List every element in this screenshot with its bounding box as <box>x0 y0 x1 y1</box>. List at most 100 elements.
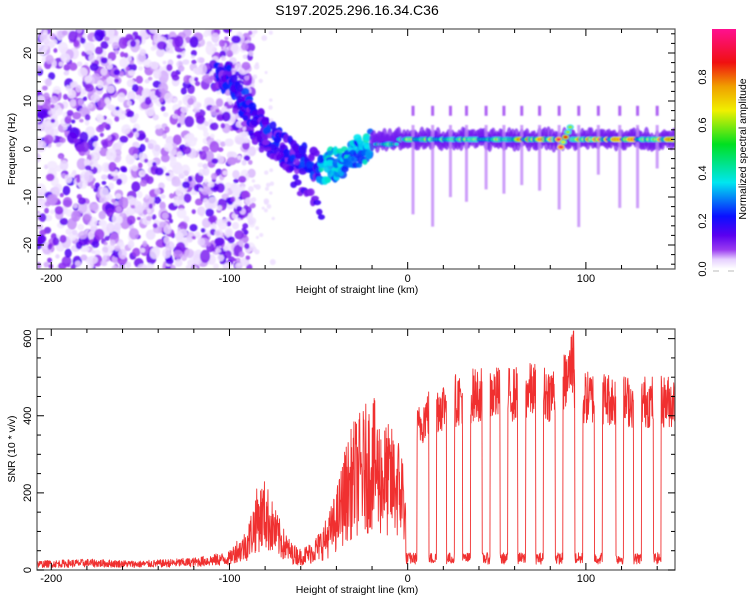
spectrogram-cell <box>244 137 248 141</box>
spectrogram-cell <box>37 224 44 230</box>
spectrogram-cell <box>160 105 166 112</box>
spectrogram-streak <box>596 125 600 175</box>
spectrogram-cell <box>184 116 195 128</box>
spectrogram-cell <box>137 263 148 269</box>
spectrogram-streak <box>577 105 581 116</box>
spectrogram-cell <box>189 223 198 232</box>
spectrogram-cell <box>84 75 93 83</box>
spectrogram-cell <box>240 42 249 51</box>
spectrogram-cell <box>162 60 167 65</box>
spectrogram-cell <box>90 249 96 254</box>
spectrogram-cell <box>222 170 228 176</box>
spectrogram-streak <box>464 105 468 116</box>
spectrogram-cell <box>95 114 105 124</box>
spectrogram-cell <box>72 202 78 209</box>
spectrogram-cell <box>177 199 183 205</box>
spectrogram-cell <box>100 57 108 64</box>
spectrogram-cell <box>117 92 126 103</box>
spectrogram-cell <box>268 30 273 35</box>
colorbar-gradient <box>712 29 736 269</box>
spectrogram-cell <box>58 42 68 53</box>
spectrogram-cell <box>231 74 238 84</box>
spectrogram-cell <box>254 249 260 255</box>
spectrogram-cell <box>255 226 260 231</box>
spectrogram-cell <box>154 144 160 152</box>
spectrogram-cell <box>67 89 77 99</box>
spectrogram-cell <box>269 181 275 186</box>
spectrogram-cell <box>215 248 222 254</box>
spectrogram-cell <box>94 29 105 42</box>
spectrogram-cell <box>84 246 90 252</box>
spectrogram-cell <box>152 161 157 167</box>
spectrogram-cell <box>131 164 139 172</box>
spectrogram-cell <box>138 152 145 161</box>
spectrogram-cell <box>234 230 244 240</box>
spectrogram-cell <box>53 48 58 53</box>
spectrogram-cell <box>121 124 131 135</box>
spectrogram-cell <box>264 186 269 191</box>
y-tick-label: 600 <box>22 329 34 347</box>
spectrogram-cell <box>66 110 74 116</box>
spectrogram-cell <box>60 53 71 63</box>
spectrogram-cell <box>232 108 239 115</box>
spectrogram-cell <box>198 187 204 192</box>
spectrogram-cell <box>221 218 229 224</box>
spectrogram-streak <box>411 105 415 116</box>
spectrogram-cell <box>561 140 566 144</box>
spectrogram-streak <box>655 125 659 169</box>
spectrogram-cell <box>83 158 90 166</box>
spectrogram-cell <box>84 119 90 126</box>
x-tick-label: 100 <box>577 273 595 285</box>
spectrogram-cell <box>98 221 103 225</box>
spectrogram-cell <box>256 108 265 117</box>
spectrogram-cell <box>152 114 159 121</box>
spectrogram-cell <box>202 163 209 169</box>
spectrogram-cell <box>101 180 107 185</box>
spectrogram-cell <box>45 125 54 137</box>
spectrogram-cell <box>81 51 86 57</box>
spectrogram-cell <box>44 201 51 207</box>
spectrogram-cell <box>132 153 139 159</box>
spectrogram-cell <box>63 70 70 76</box>
spectrogram-cell <box>119 135 129 143</box>
spectrogram-cell <box>55 142 62 148</box>
spectrogram-cell <box>365 149 373 159</box>
spectrogram-streak <box>636 125 640 209</box>
bottom-y-axis-label: SNR (10 * v/v) <box>6 415 18 482</box>
spectrogram-cell <box>43 92 50 100</box>
spectrogram-cell <box>261 206 265 210</box>
spectrogram-cell <box>209 122 219 131</box>
spectrogram-cell <box>207 196 218 209</box>
snr-line <box>37 330 675 569</box>
spectrogram-cell <box>248 50 254 57</box>
spectrogram-cell <box>90 93 101 103</box>
spectrogram-cell <box>119 58 127 68</box>
spectrogram-cell <box>156 48 165 58</box>
spectrogram-cell <box>144 79 150 84</box>
spectrogram-cell <box>132 127 138 133</box>
spectrogram-cell <box>243 155 251 161</box>
spectrogram-cell <box>556 137 561 141</box>
spectrogram-cell <box>121 167 128 173</box>
spectrogram-cell <box>194 231 201 238</box>
spectrogram-cell <box>136 216 141 221</box>
spectrogram-cell <box>144 137 149 143</box>
spectrogram-cell <box>121 110 127 115</box>
y-tick-label: 200 <box>22 484 34 502</box>
spectrogram-cell <box>253 29 258 34</box>
spectrogram-cell <box>248 102 257 111</box>
spectrogram-cell <box>248 159 253 165</box>
spectrogram-cell <box>211 32 220 43</box>
spectrogram-cell <box>214 229 224 239</box>
spectrogram-cell <box>47 244 53 250</box>
spectrogram-cell <box>269 118 274 123</box>
spectrogram-cell <box>238 175 247 183</box>
spectrogram-cell <box>271 216 275 221</box>
bottom-x-axis-label: Height of straight line (km) <box>296 584 419 596</box>
spectrogram-cell <box>305 160 315 169</box>
colorbar-tick-label: 0.0 <box>697 261 709 276</box>
spectrogram-cell <box>126 215 136 225</box>
spectrogram-cell <box>242 223 249 229</box>
spectrogram-cell <box>95 125 105 133</box>
